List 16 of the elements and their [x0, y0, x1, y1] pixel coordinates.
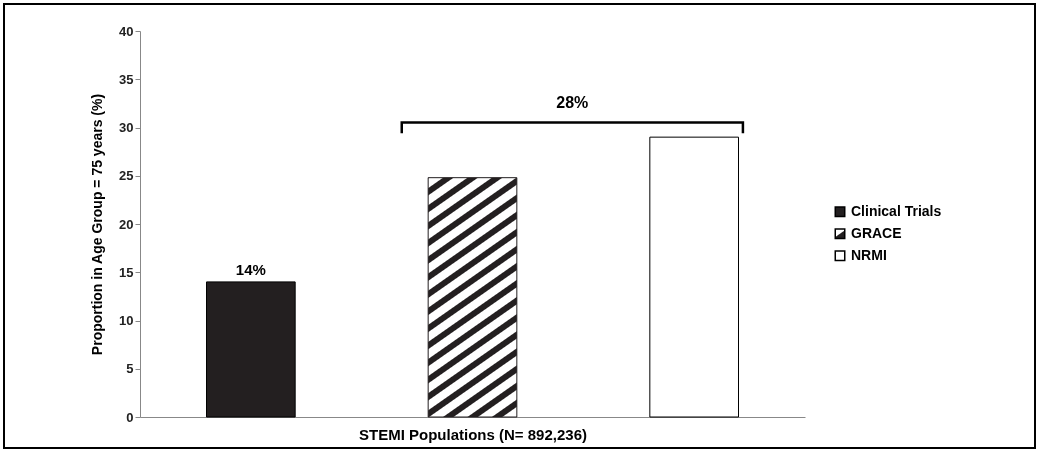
- y-tick-label: 25: [119, 168, 134, 184]
- y-tick-label: 35: [119, 71, 134, 87]
- y-tick-label: 10: [119, 313, 134, 328]
- annotation: 28%: [556, 94, 589, 112]
- y-tick-label: 40: [119, 23, 134, 39]
- y-axis-title: Proportion in Age Group = 75 years (%): [89, 93, 106, 356]
- x-axis-title: STEMI Populations (N= 892,236): [359, 425, 587, 443]
- y-tick-label: 30: [119, 120, 134, 135]
- legend-label: GRACE: [851, 224, 902, 241]
- y-tick-label: 0: [126, 409, 134, 425]
- legend-label: NRMI: [851, 246, 887, 263]
- legend-label: Clinical Trials: [851, 202, 942, 219]
- data-label: 14%: [235, 260, 266, 278]
- y-tick-label: 15: [119, 264, 134, 280]
- y-tick-label: 20: [119, 216, 134, 232]
- y-tick-label: 5: [126, 361, 134, 377]
